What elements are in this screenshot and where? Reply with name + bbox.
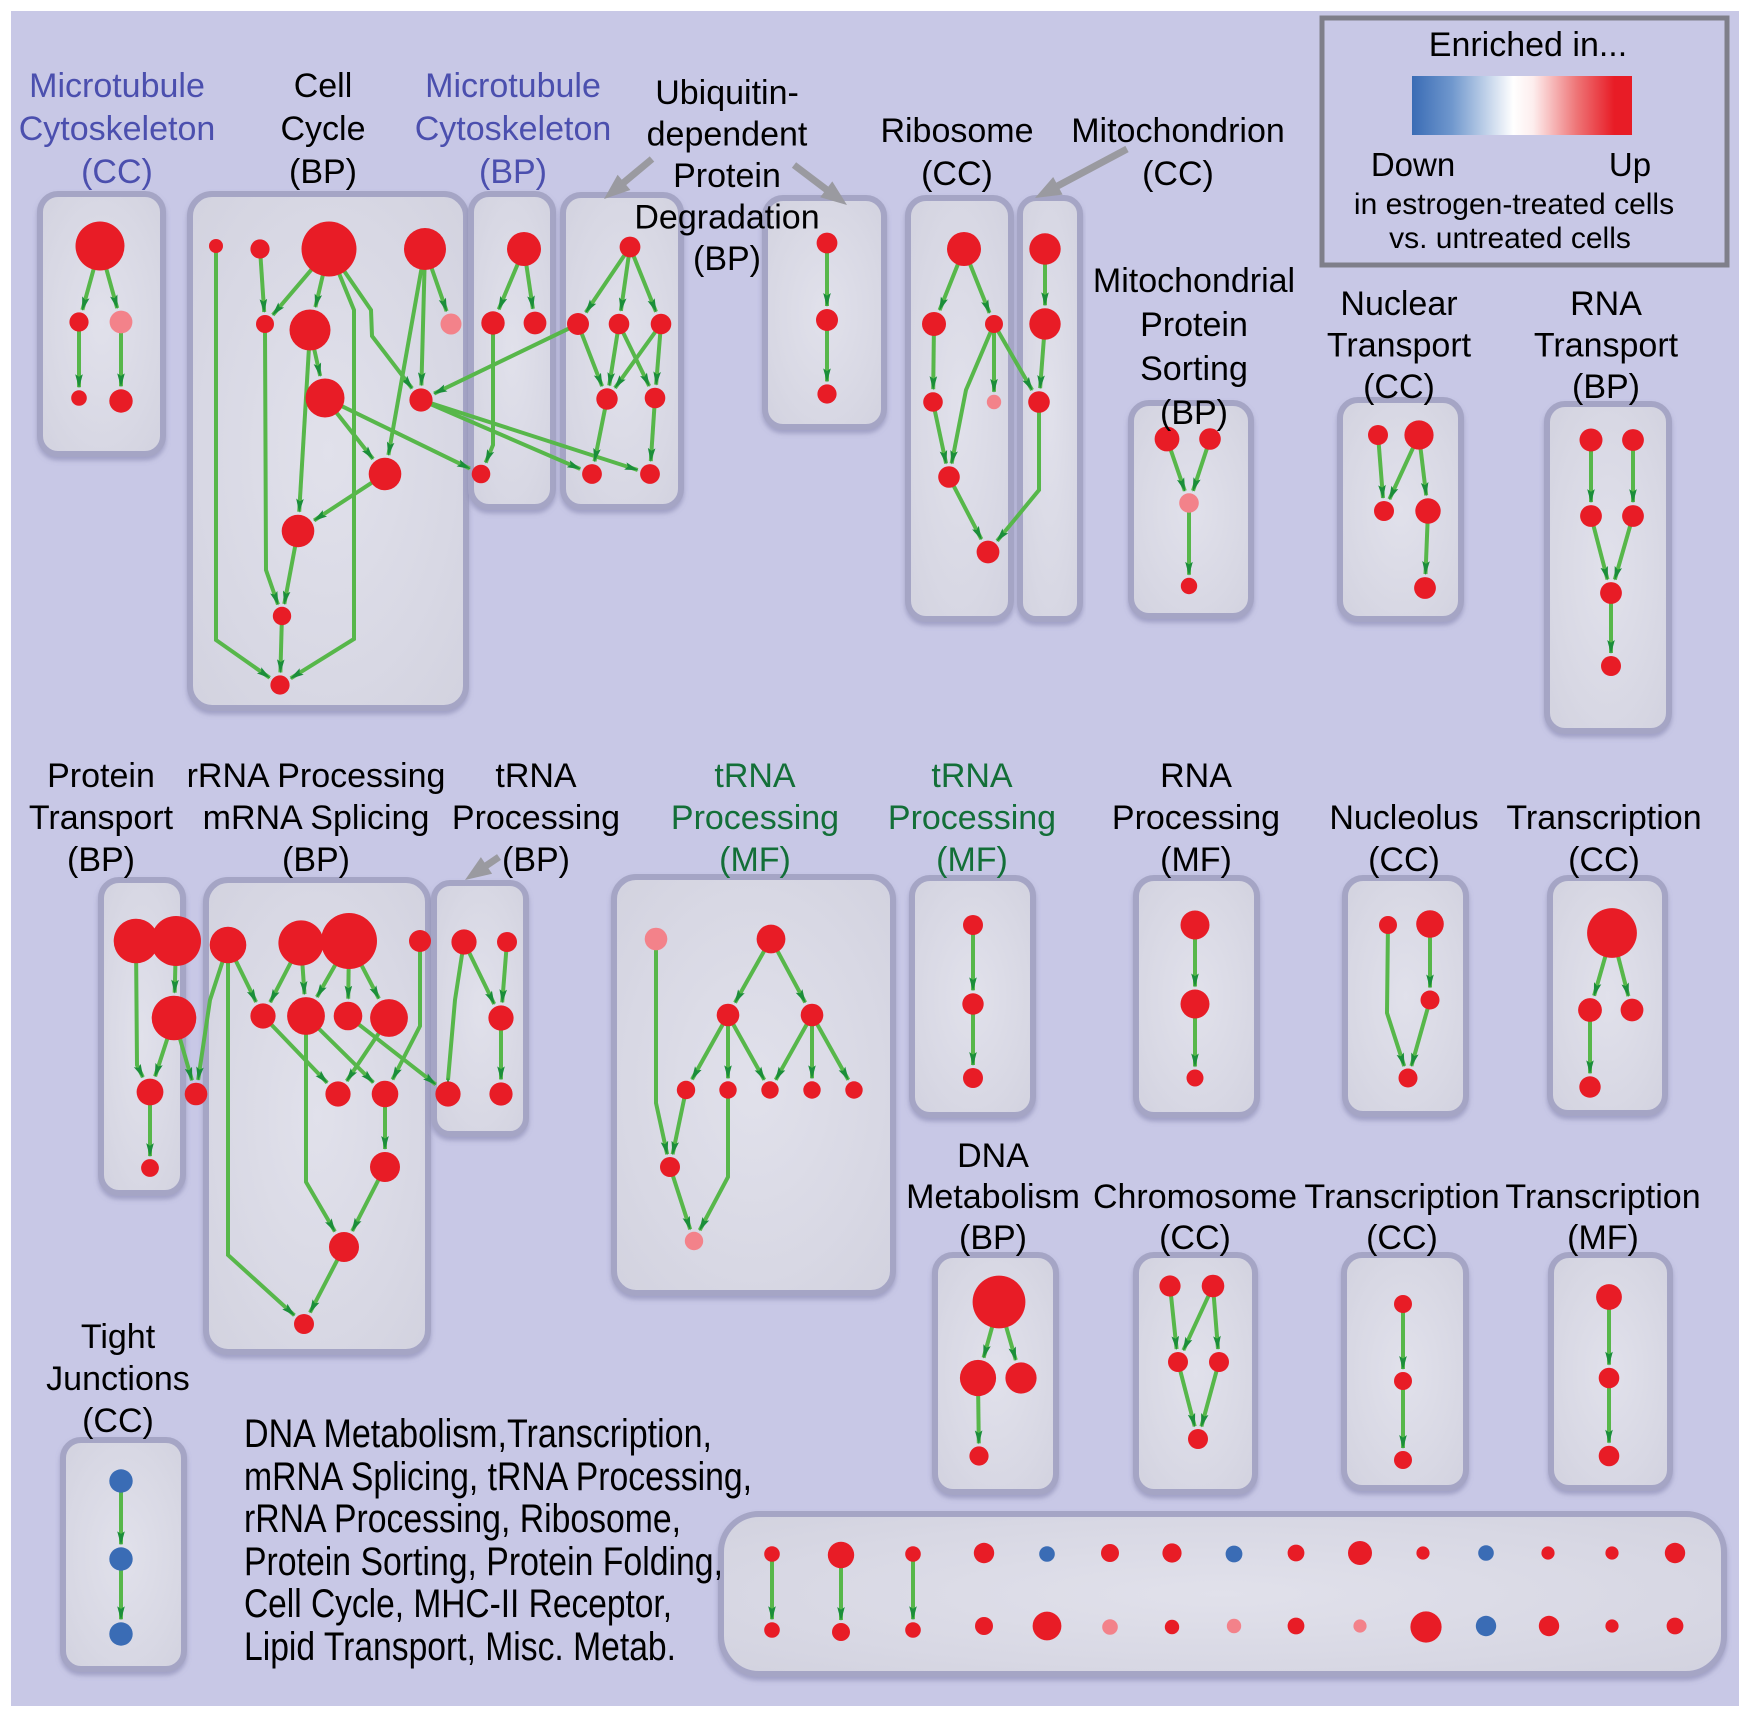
svg-text:Microtubule: Microtubule — [425, 67, 601, 105]
svg-text:rRNA Processing, Ribosome,: rRNA Processing, Ribosome, — [244, 1497, 681, 1541]
svg-text:Microtubule: Microtubule — [29, 67, 205, 105]
svg-text:(CC): (CC) — [1159, 1219, 1231, 1257]
svg-text:Down: Down — [1371, 146, 1455, 183]
svg-text:Transcription: Transcription — [1505, 1178, 1700, 1216]
svg-text:Degradation: Degradation — [634, 199, 819, 237]
svg-text:tRNA: tRNA — [495, 757, 577, 795]
svg-text:(CC): (CC) — [921, 155, 993, 193]
svg-text:Cell Cycle, MHC-II Receptor,: Cell Cycle, MHC-II Receptor, — [244, 1582, 672, 1626]
svg-text:RNA: RNA — [1160, 757, 1232, 795]
svg-text:(CC): (CC) — [1142, 155, 1214, 193]
svg-text:Ubiquitin-: Ubiquitin- — [655, 74, 799, 112]
svg-text:mRNA Splicing: mRNA Splicing — [203, 799, 430, 837]
svg-text:mRNA Splicing, tRNA Processing: mRNA Splicing, tRNA Processing, — [244, 1455, 752, 1499]
svg-text:Nuclear: Nuclear — [1340, 285, 1457, 323]
svg-text:vs. untreated cells: vs. untreated cells — [1389, 222, 1631, 255]
svg-text:in estrogen-treated cells: in estrogen-treated cells — [1354, 188, 1674, 221]
svg-text:Nucleolus: Nucleolus — [1329, 799, 1478, 837]
svg-text:(BP): (BP) — [693, 240, 761, 278]
svg-text:Protein: Protein — [47, 757, 155, 795]
svg-text:Transport: Transport — [29, 799, 174, 837]
svg-text:Junctions: Junctions — [46, 1360, 190, 1398]
svg-text:Processing: Processing — [1112, 799, 1280, 837]
svg-text:(CC): (CC) — [1368, 841, 1440, 879]
svg-text:Chromosome: Chromosome — [1093, 1178, 1297, 1216]
svg-text:tRNA: tRNA — [714, 757, 796, 795]
svg-text:Transcription: Transcription — [1506, 799, 1701, 837]
svg-text:(CC): (CC) — [81, 153, 153, 191]
svg-text:(CC): (CC) — [1568, 841, 1640, 879]
svg-text:(BP): (BP) — [289, 153, 357, 191]
svg-text:(BP): (BP) — [1160, 394, 1228, 432]
svg-text:Protein: Protein — [1140, 306, 1248, 344]
svg-text:Mitochondrial: Mitochondrial — [1093, 262, 1295, 300]
svg-text:(BP): (BP) — [67, 841, 135, 879]
svg-text:(MF): (MF) — [936, 841, 1008, 879]
svg-text:RNA: RNA — [1570, 285, 1642, 323]
svg-text:dependent: dependent — [647, 116, 808, 154]
svg-text:Protein Sorting, Protein Foldi: Protein Sorting, Protein Folding, — [244, 1540, 723, 1584]
svg-text:Transport: Transport — [1534, 327, 1679, 365]
svg-text:Up: Up — [1609, 146, 1651, 183]
svg-text:(MF): (MF) — [1160, 841, 1232, 879]
svg-text:(CC): (CC) — [82, 1402, 154, 1440]
svg-text:(BP): (BP) — [1572, 368, 1640, 406]
svg-text:Mitochondrion: Mitochondrion — [1071, 112, 1285, 150]
svg-text:Cytoskeleton: Cytoskeleton — [415, 110, 612, 148]
svg-text:Transcription: Transcription — [1304, 1178, 1499, 1216]
svg-text:Processing: Processing — [452, 799, 620, 837]
svg-text:Processing: Processing — [671, 799, 839, 837]
svg-text:Processing: Processing — [888, 799, 1056, 837]
svg-text:Transport: Transport — [1327, 327, 1472, 365]
svg-text:(BP): (BP) — [959, 1219, 1027, 1257]
svg-text:(CC): (CC) — [1363, 368, 1435, 406]
svg-text:(MF): (MF) — [719, 841, 791, 879]
svg-text:Metabolism: Metabolism — [906, 1178, 1080, 1216]
svg-text:(MF): (MF) — [1567, 1219, 1639, 1257]
svg-text:DNA: DNA — [957, 1137, 1029, 1175]
svg-text:Ribosome: Ribosome — [880, 112, 1033, 150]
svg-text:tRNA: tRNA — [931, 757, 1013, 795]
svg-text:Sorting: Sorting — [1140, 350, 1248, 388]
svg-text:rRNA Processing: rRNA Processing — [187, 757, 446, 795]
svg-text:Cycle: Cycle — [280, 110, 365, 148]
svg-text:Protein: Protein — [673, 157, 781, 195]
svg-text:(CC): (CC) — [1366, 1219, 1438, 1257]
svg-text:Cell: Cell — [294, 67, 353, 105]
svg-text:(BP): (BP) — [479, 153, 547, 191]
svg-text:DNA Metabolism,Transcription,: DNA Metabolism,Transcription, — [244, 1412, 712, 1456]
svg-text:Tight: Tight — [81, 1318, 156, 1356]
svg-text:Cytoskeleton: Cytoskeleton — [19, 110, 216, 148]
svg-text:Lipid Transport, Misc. Metab.: Lipid Transport, Misc. Metab. — [244, 1625, 676, 1669]
svg-text:Enriched in...: Enriched in... — [1429, 26, 1627, 64]
svg-text:(BP): (BP) — [282, 841, 350, 879]
svg-text:(BP): (BP) — [502, 841, 570, 879]
